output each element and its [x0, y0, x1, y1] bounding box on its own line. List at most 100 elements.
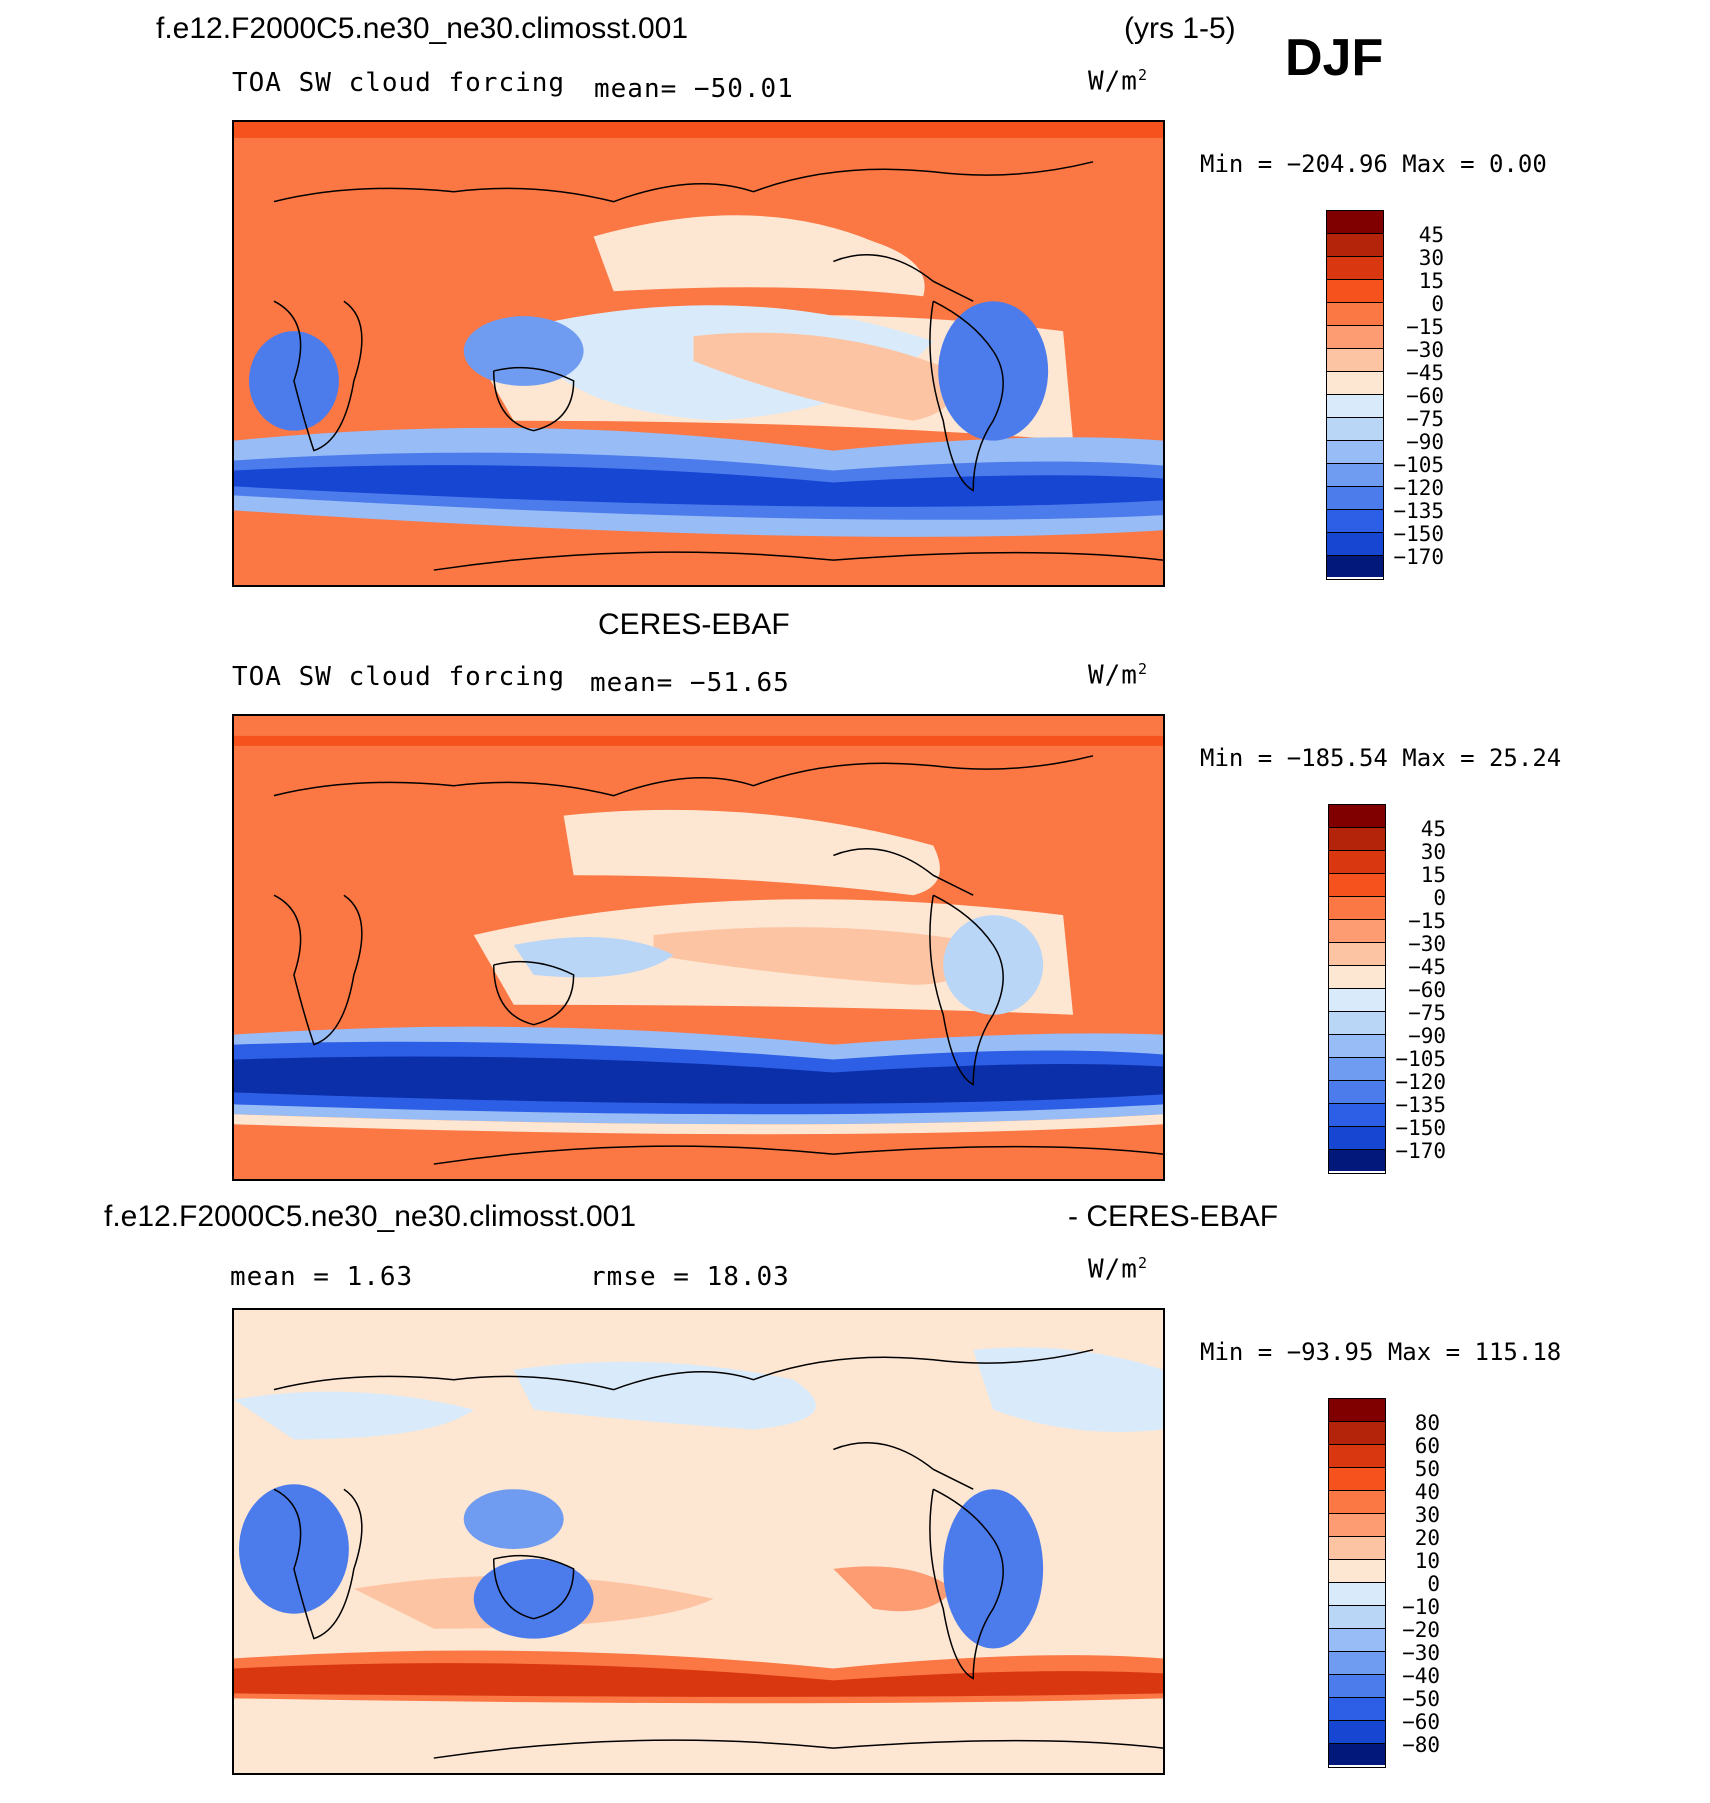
panel2-variable: TOA SW cloud forcing — [232, 662, 566, 692]
colorbar-box — [1329, 966, 1385, 989]
colorbar-box — [1329, 1606, 1385, 1629]
panel3-mean: mean = 1.63 — [230, 1262, 414, 1292]
colorbar-label: −135 — [1393, 499, 1444, 523]
colorbar-box — [1327, 464, 1383, 487]
colorbar-box — [1327, 441, 1383, 464]
years-label: (yrs 1-5) — [1124, 12, 1236, 45]
colorbar-box — [1329, 1629, 1385, 1652]
panel3-colorbar — [1328, 1398, 1386, 1768]
panel3-map-svg — [234, 1310, 1163, 1773]
panel1-colorbar — [1326, 210, 1384, 580]
colorbar-label: 45 — [1418, 223, 1444, 247]
colorbar-label: −75 — [1408, 1001, 1446, 1025]
colorbar-label: −90 — [1406, 430, 1444, 454]
colorbar-label: −30 — [1406, 338, 1444, 362]
colorbar-box — [1329, 1104, 1385, 1127]
colorbar-box — [1329, 1468, 1385, 1491]
colorbar-box — [1329, 989, 1385, 1012]
panel2-map — [232, 714, 1165, 1181]
panel1-minmax: Min = −204.96 Max = 0.00 — [1200, 150, 1547, 178]
colorbar-box — [1327, 510, 1383, 533]
season-label: DJF — [1285, 29, 1384, 87]
colorbar-label: 15 — [1420, 863, 1446, 887]
colorbar-label: −170 — [1395, 1139, 1446, 1163]
colorbar-label: 0 — [1433, 886, 1446, 910]
colorbar-box — [1329, 1491, 1385, 1514]
colorbar-label: −30 — [1408, 932, 1446, 956]
panel3-map — [232, 1308, 1165, 1775]
colorbar-box — [1327, 326, 1383, 349]
colorbar-label: −150 — [1393, 522, 1444, 546]
panel1-variable: TOA SW cloud forcing — [232, 68, 566, 98]
colorbar-label: 30 — [1420, 840, 1446, 864]
colorbar-box — [1327, 556, 1383, 577]
colorbar-label: −60 — [1402, 1710, 1440, 1734]
colorbar-box — [1329, 1150, 1385, 1171]
colorbar-label: −30 — [1402, 1641, 1440, 1665]
colorbar-box — [1329, 1675, 1385, 1698]
colorbar-label: 30 — [1414, 1503, 1440, 1527]
colorbar-box — [1329, 1560, 1385, 1583]
colorbar-label: −50 — [1402, 1687, 1440, 1711]
colorbar-label: −45 — [1408, 955, 1446, 979]
colorbar-label: −90 — [1408, 1024, 1446, 1048]
panel2-minmax: Min = −185.54 Max = 25.24 — [1200, 744, 1562, 772]
colorbar-label: −60 — [1408, 978, 1446, 1002]
colorbar-box — [1329, 1721, 1385, 1744]
panel3-minmax: Min = −93.95 Max = 115.18 — [1200, 1338, 1562, 1366]
panel1-map — [232, 120, 1165, 587]
colorbar-box — [1329, 1081, 1385, 1104]
panel3-units: W/m2 — [1088, 1254, 1148, 1285]
colorbar-label: −150 — [1395, 1116, 1446, 1140]
colorbar-box — [1329, 1422, 1385, 1445]
colorbar-box — [1327, 372, 1383, 395]
colorbar-box — [1327, 418, 1383, 441]
colorbar-label: 0 — [1431, 292, 1444, 316]
colorbar-box — [1329, 1744, 1385, 1765]
colorbar-label: −135 — [1395, 1093, 1446, 1117]
colorbar-box — [1329, 897, 1385, 920]
colorbar-box — [1329, 1035, 1385, 1058]
colorbar-box — [1327, 280, 1383, 303]
colorbar-label: −75 — [1406, 407, 1444, 431]
panel2-title: CERES-EBAF — [598, 608, 790, 641]
colorbar-label: −120 — [1393, 476, 1444, 500]
colorbar-box — [1327, 303, 1383, 326]
panel3-title-left: f.e12.F2000C5.ne30_ne30.climosst.001 — [104, 1200, 637, 1233]
colorbar-label: 20 — [1414, 1526, 1440, 1550]
colorbar-label: −45 — [1406, 361, 1444, 385]
colorbar-box — [1327, 533, 1383, 556]
colorbar-label: 80 — [1414, 1411, 1440, 1435]
colorbar-label: −105 — [1395, 1047, 1446, 1071]
panel2-mean: mean= −51.65 — [590, 668, 790, 698]
panel2-map-svg — [234, 716, 1163, 1179]
colorbar-label: −40 — [1402, 1664, 1440, 1688]
panel1-map-svg — [234, 122, 1163, 585]
panel2-colorbar — [1328, 804, 1386, 1174]
colorbar-box — [1329, 851, 1385, 874]
colorbar-box — [1329, 1445, 1385, 1468]
colorbar-box — [1329, 828, 1385, 851]
colorbar-box — [1329, 1058, 1385, 1081]
colorbar-label: −120 — [1395, 1070, 1446, 1094]
colorbar-box — [1329, 943, 1385, 966]
panel3-rmse: rmse = 18.03 — [590, 1262, 790, 1292]
colorbar-label: 0 — [1427, 1572, 1440, 1596]
colorbar-box — [1329, 1652, 1385, 1675]
colorbar-label: −20 — [1402, 1618, 1440, 1642]
colorbar-box — [1329, 1698, 1385, 1721]
colorbar-label: −10 — [1402, 1595, 1440, 1619]
colorbar-label: −170 — [1393, 545, 1444, 569]
panel3-title-right: - CERES-EBAF — [1068, 1200, 1279, 1233]
colorbar-label: −60 — [1406, 384, 1444, 408]
panel2-units: W/m2 — [1088, 660, 1148, 691]
colorbar-box — [1327, 211, 1383, 234]
colorbar-label: −105 — [1393, 453, 1444, 477]
colorbar-label: 30 — [1418, 246, 1444, 270]
colorbar-box — [1327, 257, 1383, 280]
colorbar-box — [1329, 1583, 1385, 1606]
colorbar-box — [1329, 1012, 1385, 1035]
colorbar-box — [1329, 1537, 1385, 1560]
colorbar-label: 40 — [1414, 1480, 1440, 1504]
colorbar-box — [1329, 805, 1385, 828]
